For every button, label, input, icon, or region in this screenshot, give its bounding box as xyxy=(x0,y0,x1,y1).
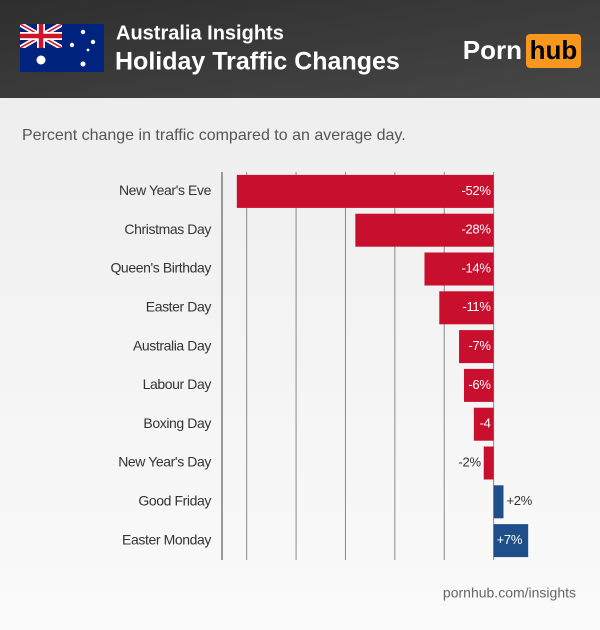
value-label: -52% xyxy=(461,183,491,198)
bar xyxy=(493,485,504,519)
supertitle: Australia Insights xyxy=(116,22,284,44)
value-label: -2% xyxy=(459,454,482,469)
y-tick-label: Easter Monday xyxy=(122,531,211,547)
bar xyxy=(424,252,494,286)
logo-left: Porn xyxy=(463,35,522,65)
logo-box xyxy=(526,34,581,68)
title: Holiday Traffic Changes xyxy=(115,48,400,76)
logo-right: hub xyxy=(530,35,578,65)
bar xyxy=(459,330,494,364)
bar xyxy=(236,174,494,208)
y-tick-label: Boxing Day xyxy=(143,415,211,431)
y-tick-label: Australia Day xyxy=(133,337,211,353)
value-label: -7% xyxy=(468,338,491,353)
y-tick-label: Easter Day xyxy=(146,299,212,315)
value-label: +2% xyxy=(506,493,532,508)
value-label: -28% xyxy=(461,222,491,237)
bar xyxy=(483,446,494,480)
bar xyxy=(463,368,494,402)
flag xyxy=(20,24,104,72)
bar xyxy=(439,291,494,325)
source: pornhub.com/insights xyxy=(443,585,576,601)
y-tick-label: Queen's Birthday xyxy=(110,260,211,276)
bar xyxy=(473,407,494,441)
subtitle: Percent change in traffic compared to an… xyxy=(22,127,406,144)
value-label: -14% xyxy=(461,260,491,275)
value-label: -6% xyxy=(468,377,491,392)
bar xyxy=(355,213,494,247)
value-label: -4 xyxy=(480,416,491,431)
bar xyxy=(493,524,529,558)
y-tick-label: New Year's Eve xyxy=(119,182,212,198)
y-tick-label: Good Friday xyxy=(138,493,211,509)
y-tick-label: New Year's Day xyxy=(118,454,211,470)
y-tick-label: Labour Day xyxy=(143,376,212,392)
y-tick-label: Christmas Day xyxy=(124,221,211,237)
value-label: -11% xyxy=(462,299,491,314)
value-label: +7% xyxy=(497,532,523,547)
